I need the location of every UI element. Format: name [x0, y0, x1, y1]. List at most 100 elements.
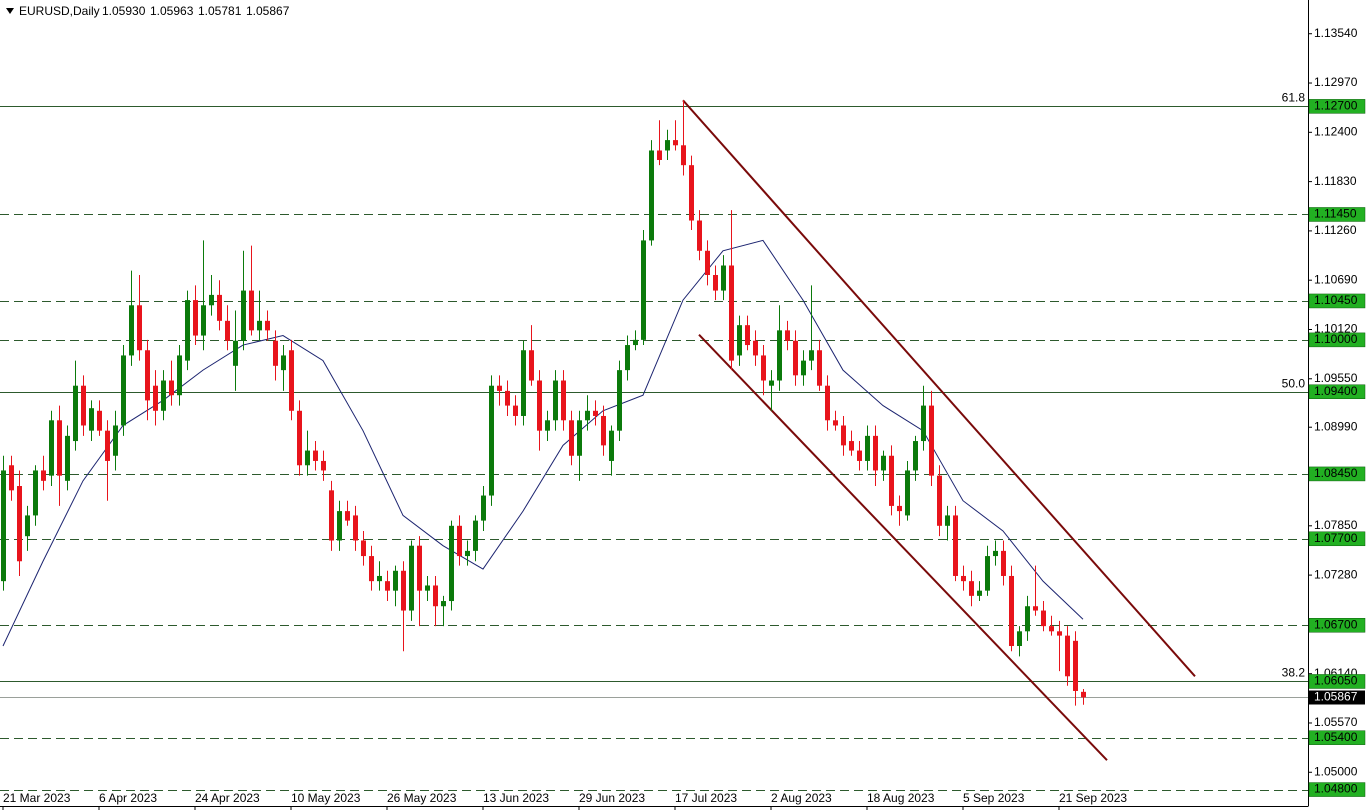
candle-body: [313, 450, 318, 461]
candle-body: [209, 294, 214, 306]
level-price-label: 1.09400: [1314, 384, 1358, 398]
candle-body: [945, 515, 950, 526]
candle-body: [233, 340, 238, 366]
quote-close: 1.05867: [246, 4, 290, 18]
candle-body: [785, 330, 790, 341]
candle-body: [17, 486, 22, 562]
candle-body: [625, 345, 630, 371]
candle-body: [393, 570, 398, 591]
candle-body: [569, 420, 574, 456]
collapse-arrow[interactable]: [6, 8, 14, 14]
candle-body: [857, 450, 862, 461]
candle-body: [169, 380, 174, 396]
candle-body: [265, 320, 270, 331]
fib-label: 50.0: [1282, 377, 1306, 391]
candle-body: [217, 294, 222, 321]
candle-body: [425, 585, 430, 591]
level-price-label: 1.04800: [1314, 782, 1358, 796]
level-price-box: [1308, 384, 1366, 400]
candle-body: [505, 390, 510, 406]
candle-body: [225, 320, 230, 341]
candle-body: [121, 355, 126, 426]
candle-body: [617, 370, 622, 431]
candle-body: [337, 511, 342, 541]
y-tick-label: 1.13540: [1314, 26, 1358, 40]
level-price-label: 1.10000: [1314, 332, 1358, 346]
candle-body: [865, 435, 870, 461]
candle-body: [409, 545, 414, 611]
candle-body: [457, 525, 462, 557]
x-tick-label: 13 Jun 2023: [483, 791, 549, 805]
candle-body: [1065, 635, 1070, 677]
level-price-box: [1308, 618, 1366, 633]
y-tick-label: 1.12970: [1314, 75, 1358, 89]
candle-body: [737, 325, 742, 356]
candle-body: [537, 380, 542, 431]
candle-body: [369, 556, 374, 582]
candle-body: [81, 385, 86, 426]
y-tick-label: 1.05570: [1314, 715, 1358, 729]
candle-body: [1017, 631, 1022, 647]
candle-body: [249, 290, 254, 331]
candle-body: [153, 385, 158, 411]
level-price-label: 1.10450: [1314, 293, 1358, 307]
candle-body: [889, 455, 894, 506]
level-price-box: [1308, 782, 1366, 797]
candle-body: [585, 410, 590, 421]
candle-body: [1033, 606, 1038, 611]
y-tick-label: 1.05000: [1314, 764, 1358, 778]
x-tick-label: 21 Mar 2023: [3, 791, 71, 805]
candle-body: [193, 300, 198, 336]
candle-body: [1, 470, 6, 582]
candle-body: [1057, 631, 1062, 636]
y-tick-label: 1.08990: [1314, 419, 1358, 433]
candle-body: [417, 545, 422, 591]
candle-body: [561, 380, 566, 421]
candle-body: [665, 140, 670, 151]
candle-body: [633, 339, 638, 346]
fib-label: 38.2: [1282, 666, 1306, 680]
current-price-label: 1.05867: [1314, 690, 1358, 704]
candle-body: [761, 355, 766, 381]
level-price-label: 1.07700: [1314, 531, 1358, 545]
candle-body: [57, 420, 62, 476]
candle-body: [177, 355, 182, 396]
candle-body: [361, 540, 366, 557]
current-price-box: [1309, 690, 1365, 705]
candle-body: [913, 441, 918, 471]
candle-body: [905, 470, 910, 516]
symbol-title: EURUSD,Daily: [19, 4, 100, 18]
candle-body: [273, 340, 278, 366]
candle-body: [65, 435, 70, 481]
candle-body: [1041, 610, 1046, 627]
candle-body: [41, 470, 46, 481]
candle-body: [801, 360, 806, 376]
candle-body: [681, 145, 686, 166]
candle-body: [601, 415, 606, 446]
candle-body: [841, 425, 846, 446]
candle-body: [553, 380, 558, 421]
candle-body: [105, 430, 110, 461]
candle-body: [433, 585, 438, 607]
candle-body: [201, 305, 206, 336]
candle-body: [353, 515, 358, 541]
candle-body: [713, 275, 718, 291]
level-price-label: 1.08450: [1314, 466, 1358, 480]
candle-body: [473, 520, 478, 551]
candle-body: [721, 265, 726, 291]
candle-body: [745, 325, 750, 346]
level-price-box: [1308, 293, 1366, 309]
candle-body: [385, 581, 390, 591]
candle-body: [593, 410, 598, 416]
x-tick-label: 10 May 2023: [291, 791, 361, 805]
candle-body: [657, 150, 662, 160]
candle-body: [329, 490, 334, 541]
candle-body: [513, 405, 518, 416]
candle-body: [1009, 575, 1014, 647]
level-price-box: [1308, 332, 1366, 348]
candle-body: [161, 380, 166, 411]
candle-body: [257, 320, 262, 331]
candle-body: [241, 290, 246, 341]
